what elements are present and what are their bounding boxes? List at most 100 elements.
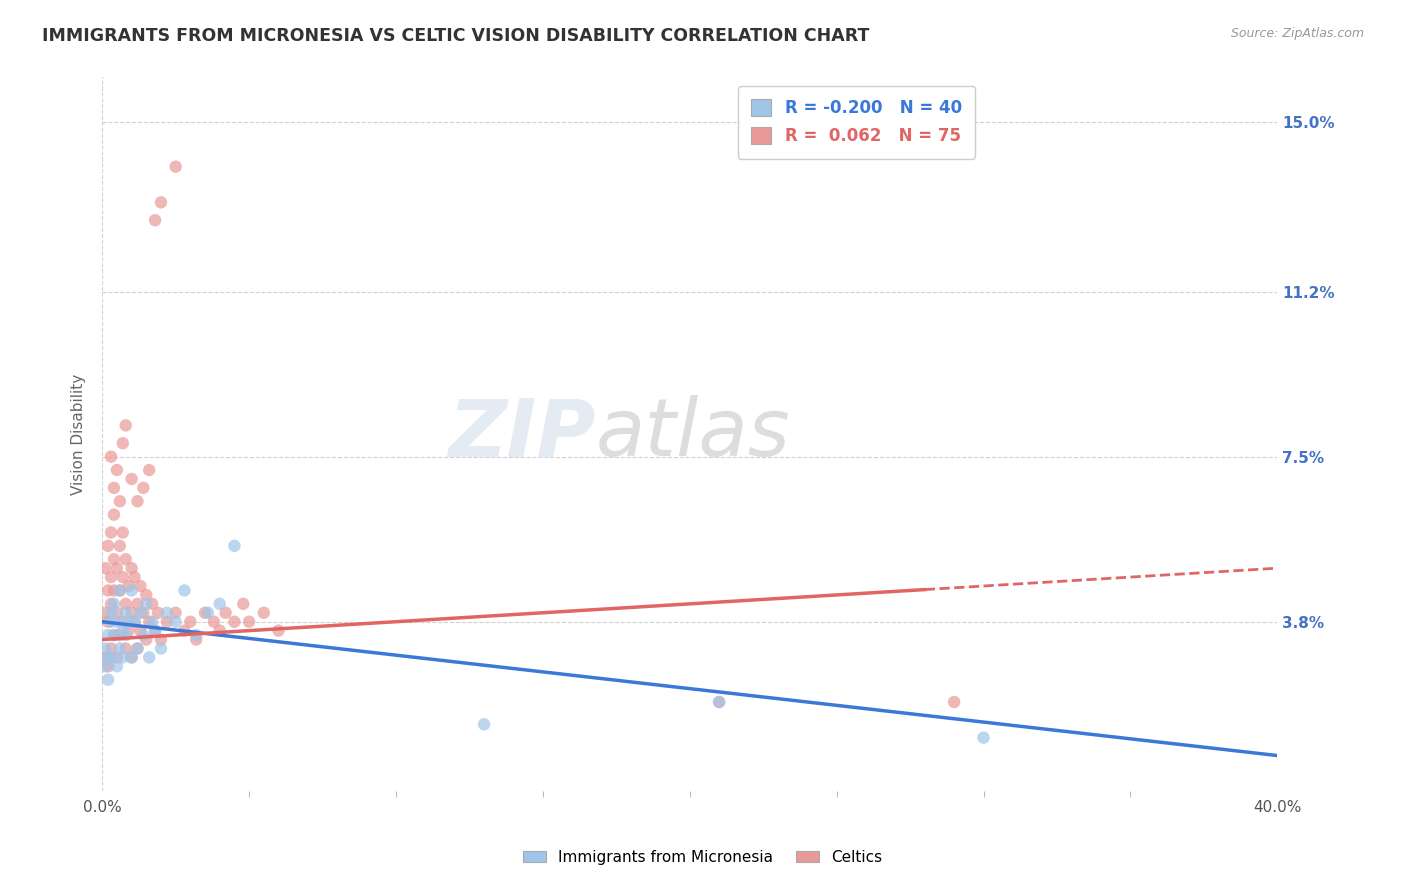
Point bbox=[124, 615, 146, 629]
Point bbox=[165, 160, 187, 174]
Point bbox=[100, 615, 122, 629]
Point bbox=[202, 615, 225, 629]
Point bbox=[943, 695, 966, 709]
Point bbox=[108, 641, 131, 656]
Point bbox=[114, 641, 136, 656]
Point bbox=[100, 641, 122, 656]
Point bbox=[186, 632, 208, 647]
Point bbox=[138, 463, 160, 477]
Point bbox=[97, 539, 120, 553]
Point bbox=[103, 552, 125, 566]
Point bbox=[114, 597, 136, 611]
Legend: R = -0.200   N = 40, R =  0.062   N = 75: R = -0.200 N = 40, R = 0.062 N = 75 bbox=[738, 86, 976, 159]
Point bbox=[97, 650, 120, 665]
Point bbox=[121, 606, 143, 620]
Point bbox=[121, 650, 143, 665]
Point bbox=[143, 624, 166, 638]
Point bbox=[127, 597, 149, 611]
Point bbox=[267, 624, 290, 638]
Point bbox=[94, 561, 117, 575]
Point bbox=[141, 597, 163, 611]
Point bbox=[111, 525, 134, 540]
Point bbox=[156, 615, 179, 629]
Point bbox=[135, 588, 157, 602]
Point bbox=[94, 606, 117, 620]
Y-axis label: Vision Disability: Vision Disability bbox=[72, 374, 86, 495]
Point bbox=[114, 606, 136, 620]
Point bbox=[135, 632, 157, 647]
Point bbox=[143, 213, 166, 227]
Point bbox=[111, 624, 134, 638]
Point bbox=[224, 539, 246, 553]
Point bbox=[238, 615, 260, 629]
Point bbox=[94, 650, 117, 665]
Point bbox=[127, 641, 149, 656]
Point bbox=[111, 570, 134, 584]
Text: atlas: atlas bbox=[596, 395, 790, 474]
Point bbox=[138, 650, 160, 665]
Point bbox=[100, 525, 122, 540]
Point bbox=[103, 481, 125, 495]
Point bbox=[472, 717, 495, 731]
Point bbox=[253, 606, 276, 620]
Point bbox=[194, 606, 217, 620]
Point bbox=[146, 606, 169, 620]
Point bbox=[114, 552, 136, 566]
Point bbox=[707, 695, 730, 709]
Point bbox=[149, 632, 172, 647]
Point bbox=[105, 561, 128, 575]
Point bbox=[179, 615, 201, 629]
Point bbox=[973, 731, 995, 745]
Point bbox=[108, 628, 131, 642]
Point bbox=[173, 583, 195, 598]
Point bbox=[103, 508, 125, 522]
Point bbox=[129, 624, 152, 638]
Point bbox=[100, 597, 122, 611]
Point bbox=[108, 539, 131, 553]
Point bbox=[124, 570, 146, 584]
Point bbox=[97, 628, 120, 642]
Point bbox=[94, 659, 117, 673]
Point bbox=[100, 606, 122, 620]
Point bbox=[124, 615, 146, 629]
Point bbox=[129, 606, 152, 620]
Text: IMMIGRANTS FROM MICRONESIA VS CELTIC VISION DISABILITY CORRELATION CHART: IMMIGRANTS FROM MICRONESIA VS CELTIC VIS… bbox=[42, 27, 869, 45]
Point bbox=[111, 436, 134, 450]
Point bbox=[132, 481, 155, 495]
Point bbox=[114, 418, 136, 433]
Point bbox=[108, 494, 131, 508]
Point bbox=[143, 624, 166, 638]
Point bbox=[105, 463, 128, 477]
Point bbox=[100, 650, 122, 665]
Point bbox=[103, 628, 125, 642]
Point bbox=[121, 650, 143, 665]
Point bbox=[114, 628, 136, 642]
Point bbox=[105, 606, 128, 620]
Point bbox=[100, 570, 122, 584]
Point bbox=[232, 597, 254, 611]
Point bbox=[118, 615, 141, 629]
Point bbox=[135, 597, 157, 611]
Point bbox=[197, 606, 219, 620]
Point bbox=[149, 195, 172, 210]
Point bbox=[100, 450, 122, 464]
Point bbox=[173, 624, 195, 638]
Point bbox=[132, 606, 155, 620]
Point bbox=[97, 673, 120, 687]
Point bbox=[94, 641, 117, 656]
Point bbox=[138, 615, 160, 629]
Point bbox=[149, 641, 172, 656]
Point bbox=[111, 615, 134, 629]
Point bbox=[121, 561, 143, 575]
Point bbox=[214, 606, 236, 620]
Point bbox=[105, 615, 128, 629]
Point bbox=[121, 472, 143, 486]
Point bbox=[208, 597, 231, 611]
Text: ZIP: ZIP bbox=[449, 395, 596, 474]
Point bbox=[97, 659, 120, 673]
Legend: Immigrants from Micronesia, Celtics: Immigrants from Micronesia, Celtics bbox=[517, 844, 889, 871]
Point bbox=[118, 624, 141, 638]
Point bbox=[165, 606, 187, 620]
Point bbox=[108, 583, 131, 598]
Point bbox=[224, 615, 246, 629]
